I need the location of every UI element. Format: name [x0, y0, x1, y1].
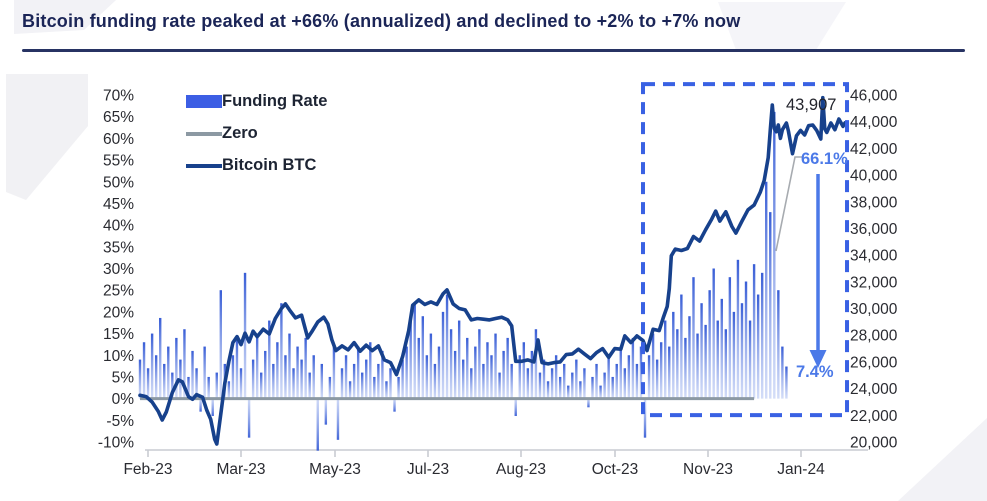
svg-text:Nov-23: Nov-23 [683, 461, 733, 478]
legend-label: Funding Rate [222, 92, 328, 111]
legend-label: Bitcoin BTC [222, 156, 317, 175]
svg-text:40%: 40% [103, 218, 134, 235]
svg-text:-5%: -5% [106, 413, 134, 430]
zero-line-swatch [186, 131, 222, 136]
chart-legend: Funding Rate Zero Bitcoin BTC [186, 90, 327, 186]
svg-text:45%: 45% [103, 196, 134, 213]
svg-text:20%: 20% [103, 304, 134, 321]
svg-text:10%: 10% [103, 348, 134, 365]
legend-item-zero: Zero [186, 122, 327, 145]
legend-label: Zero [222, 124, 258, 143]
highlight-box [640, 82, 850, 418]
svg-text:Mar-23: Mar-23 [216, 461, 265, 478]
btc-price-line [138, 95, 847, 446]
svg-text:30,000: 30,000 [850, 301, 898, 318]
svg-text:38,000: 38,000 [850, 194, 898, 211]
funding-peak-annotation: 66.1% [801, 150, 848, 168]
x-axis-labels: Feb-23 Mar-23 May-23 Jul-23 Aug-23 Oct-23 Nov-… [123, 461, 825, 478]
svg-text:34,000: 34,000 [850, 248, 898, 265]
svg-text:55%: 55% [103, 153, 134, 170]
svg-text:22,000: 22,000 [850, 408, 898, 425]
funding-rate-bars [138, 111, 788, 451]
svg-text:70%: 70% [103, 88, 134, 105]
svg-text:32,000: 32,000 [850, 274, 898, 291]
svg-text:25%: 25% [103, 283, 134, 300]
svg-text:50%: 50% [103, 174, 134, 191]
y-right-axis-labels: 46,000 44,000 42,000 40,000 38,000 36,000 34,0… [850, 88, 898, 452]
y-left-axis-labels: 70% 65% 60% 55% 50% 45% 40% 35% 30% 25% 20% 15% 10% 5… [98, 88, 134, 452]
svg-text:36,000: 36,000 [850, 221, 898, 238]
svg-text:40,000: 40,000 [850, 168, 898, 185]
svg-text:-10%: -10% [98, 435, 134, 452]
svg-text:Oct-23: Oct-23 [592, 461, 639, 478]
svg-text:26,000: 26,000 [850, 354, 898, 371]
svg-text:46,000: 46,000 [850, 88, 898, 105]
x-axis [145, 449, 868, 457]
svg-text:35%: 35% [103, 239, 134, 256]
funding-rate-swatch [186, 95, 222, 108]
svg-text:15%: 15% [103, 326, 134, 343]
svg-text:60%: 60% [103, 131, 134, 148]
legend-item-funding-rate: Funding Rate [186, 90, 327, 113]
svg-text:0%: 0% [112, 391, 135, 408]
funding-current-annotation: 7.4% [796, 363, 834, 381]
svg-text:Jan-24: Jan-24 [777, 461, 825, 478]
legend-item-bitcoin-btc: Bitcoin BTC [186, 154, 327, 177]
svg-text:Aug-23: Aug-23 [496, 461, 546, 478]
last-price-annotation: 43,907 [786, 96, 837, 114]
btc-line-swatch [186, 163, 222, 168]
svg-text:65%: 65% [103, 109, 134, 126]
svg-text:28,000: 28,000 [850, 328, 898, 345]
svg-text:24,000: 24,000 [850, 381, 898, 398]
svg-text:44,000: 44,000 [850, 114, 898, 131]
decline-arrow [809, 174, 827, 368]
svg-text:5%: 5% [112, 369, 135, 386]
svg-text:Jul-23: Jul-23 [407, 461, 449, 478]
title-underline [22, 49, 965, 52]
svg-text:20,000: 20,000 [850, 435, 898, 452]
svg-text:May-23: May-23 [309, 461, 361, 478]
page-title: Bitcoin funding rate peaked at +66% (ann… [22, 11, 741, 31]
svg-text:30%: 30% [103, 261, 134, 278]
callout-line [775, 156, 803, 252]
svg-text:Feb-23: Feb-23 [123, 461, 172, 478]
svg-text:42,000: 42,000 [850, 141, 898, 158]
